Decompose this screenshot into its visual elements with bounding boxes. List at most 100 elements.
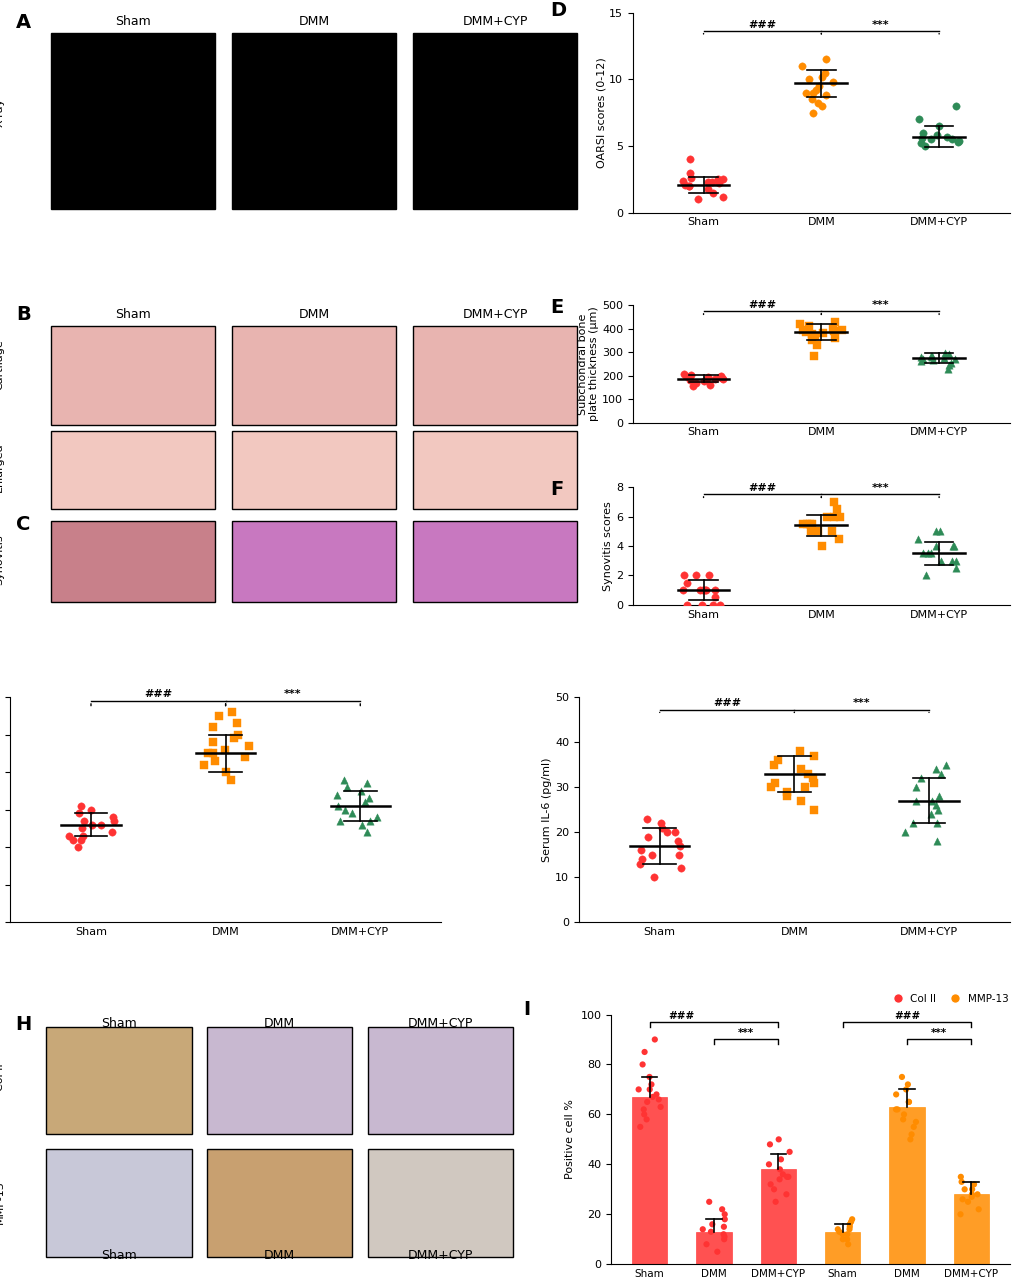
Text: H: H (15, 1014, 32, 1033)
Point (639, 808, 655, 829)
Point (916, 135, 932, 156)
Text: DMM: DMM (299, 15, 329, 28)
Point (914, 349, 930, 369)
Point (652, 1097, 668, 1117)
Bar (760, 1170, 795, 1264)
Point (761, 1134, 777, 1154)
Point (687, 566, 703, 586)
Point (706, 580, 722, 600)
Point (694, 595, 710, 616)
Text: DMM+CYP: DMM+CYP (408, 1249, 473, 1262)
FancyBboxPatch shape (232, 326, 395, 425)
Point (357, 792, 373, 812)
Text: D: D (549, 1, 566, 19)
Text: Sham: Sham (101, 1016, 137, 1031)
Text: ###: ### (712, 699, 741, 709)
Point (715, 1228, 732, 1249)
Point (825, 507, 842, 527)
Point (644, 1087, 660, 1107)
Point (797, 83, 813, 103)
Point (924, 350, 941, 370)
Point (808, 335, 824, 355)
Bar (632, 1097, 666, 1264)
Point (902, 1129, 918, 1149)
Point (222, 770, 238, 790)
Point (72, 829, 89, 849)
Text: DMM: DMM (299, 308, 329, 321)
Point (777, 785, 794, 806)
Point (84, 815, 100, 835)
Point (338, 776, 355, 797)
Point (896, 822, 912, 843)
Bar (696, 1232, 731, 1264)
Point (699, 366, 715, 387)
Point (923, 790, 940, 811)
Point (704, 183, 720, 203)
Point (842, 1212, 858, 1232)
Point (828, 499, 845, 520)
Point (711, 368, 728, 388)
Point (800, 69, 816, 89)
Point (700, 566, 716, 586)
Point (950, 130, 966, 151)
Text: Sham: Sham (101, 1249, 137, 1262)
Y-axis label: Serum IL-6 (pg/ml): Serum IL-6 (pg/ml) (542, 757, 551, 862)
Text: DMM+CYP: DMM+CYP (408, 1016, 473, 1031)
Point (638, 1110, 654, 1130)
Point (696, 580, 712, 600)
Text: ***: *** (870, 483, 889, 493)
Point (817, 50, 834, 70)
Point (676, 175, 692, 195)
Point (361, 788, 377, 808)
Point (709, 169, 726, 189)
Point (907, 1112, 923, 1133)
Point (922, 543, 938, 563)
Point (694, 580, 710, 600)
Point (336, 770, 353, 790)
Point (196, 755, 212, 775)
Point (698, 1234, 714, 1254)
Point (947, 550, 963, 571)
FancyBboxPatch shape (51, 33, 214, 208)
Point (648, 1084, 664, 1105)
Point (636, 1042, 652, 1062)
Point (765, 755, 782, 775)
Point (631, 853, 647, 873)
Point (106, 811, 122, 831)
Point (828, 1220, 845, 1240)
Point (714, 169, 731, 189)
Text: C: C (16, 515, 31, 534)
Point (699, 179, 715, 199)
FancyBboxPatch shape (413, 430, 577, 508)
Text: X-ray: X-ray (0, 98, 4, 128)
Point (843, 1209, 859, 1230)
FancyBboxPatch shape (51, 430, 214, 508)
Point (834, 1225, 850, 1245)
Point (769, 750, 786, 770)
Point (228, 714, 245, 734)
Text: Sham: Sham (115, 308, 151, 321)
Point (638, 1092, 654, 1112)
Point (225, 728, 242, 748)
Point (83, 799, 99, 820)
Point (697, 580, 713, 600)
Point (793, 56, 809, 77)
Point (207, 751, 223, 771)
Text: ###: ### (748, 483, 775, 493)
Point (804, 89, 820, 110)
Point (353, 780, 369, 801)
Text: ###: ### (748, 300, 775, 310)
Point (696, 372, 712, 392)
Point (217, 762, 233, 783)
Point (952, 1204, 968, 1225)
Point (682, 365, 698, 386)
Point (946, 349, 962, 369)
FancyBboxPatch shape (207, 1027, 352, 1134)
Point (913, 128, 929, 148)
Point (953, 1171, 969, 1191)
Point (956, 1179, 972, 1199)
Point (715, 1226, 732, 1246)
Point (105, 807, 121, 827)
Point (840, 1234, 856, 1254)
Point (927, 536, 944, 557)
